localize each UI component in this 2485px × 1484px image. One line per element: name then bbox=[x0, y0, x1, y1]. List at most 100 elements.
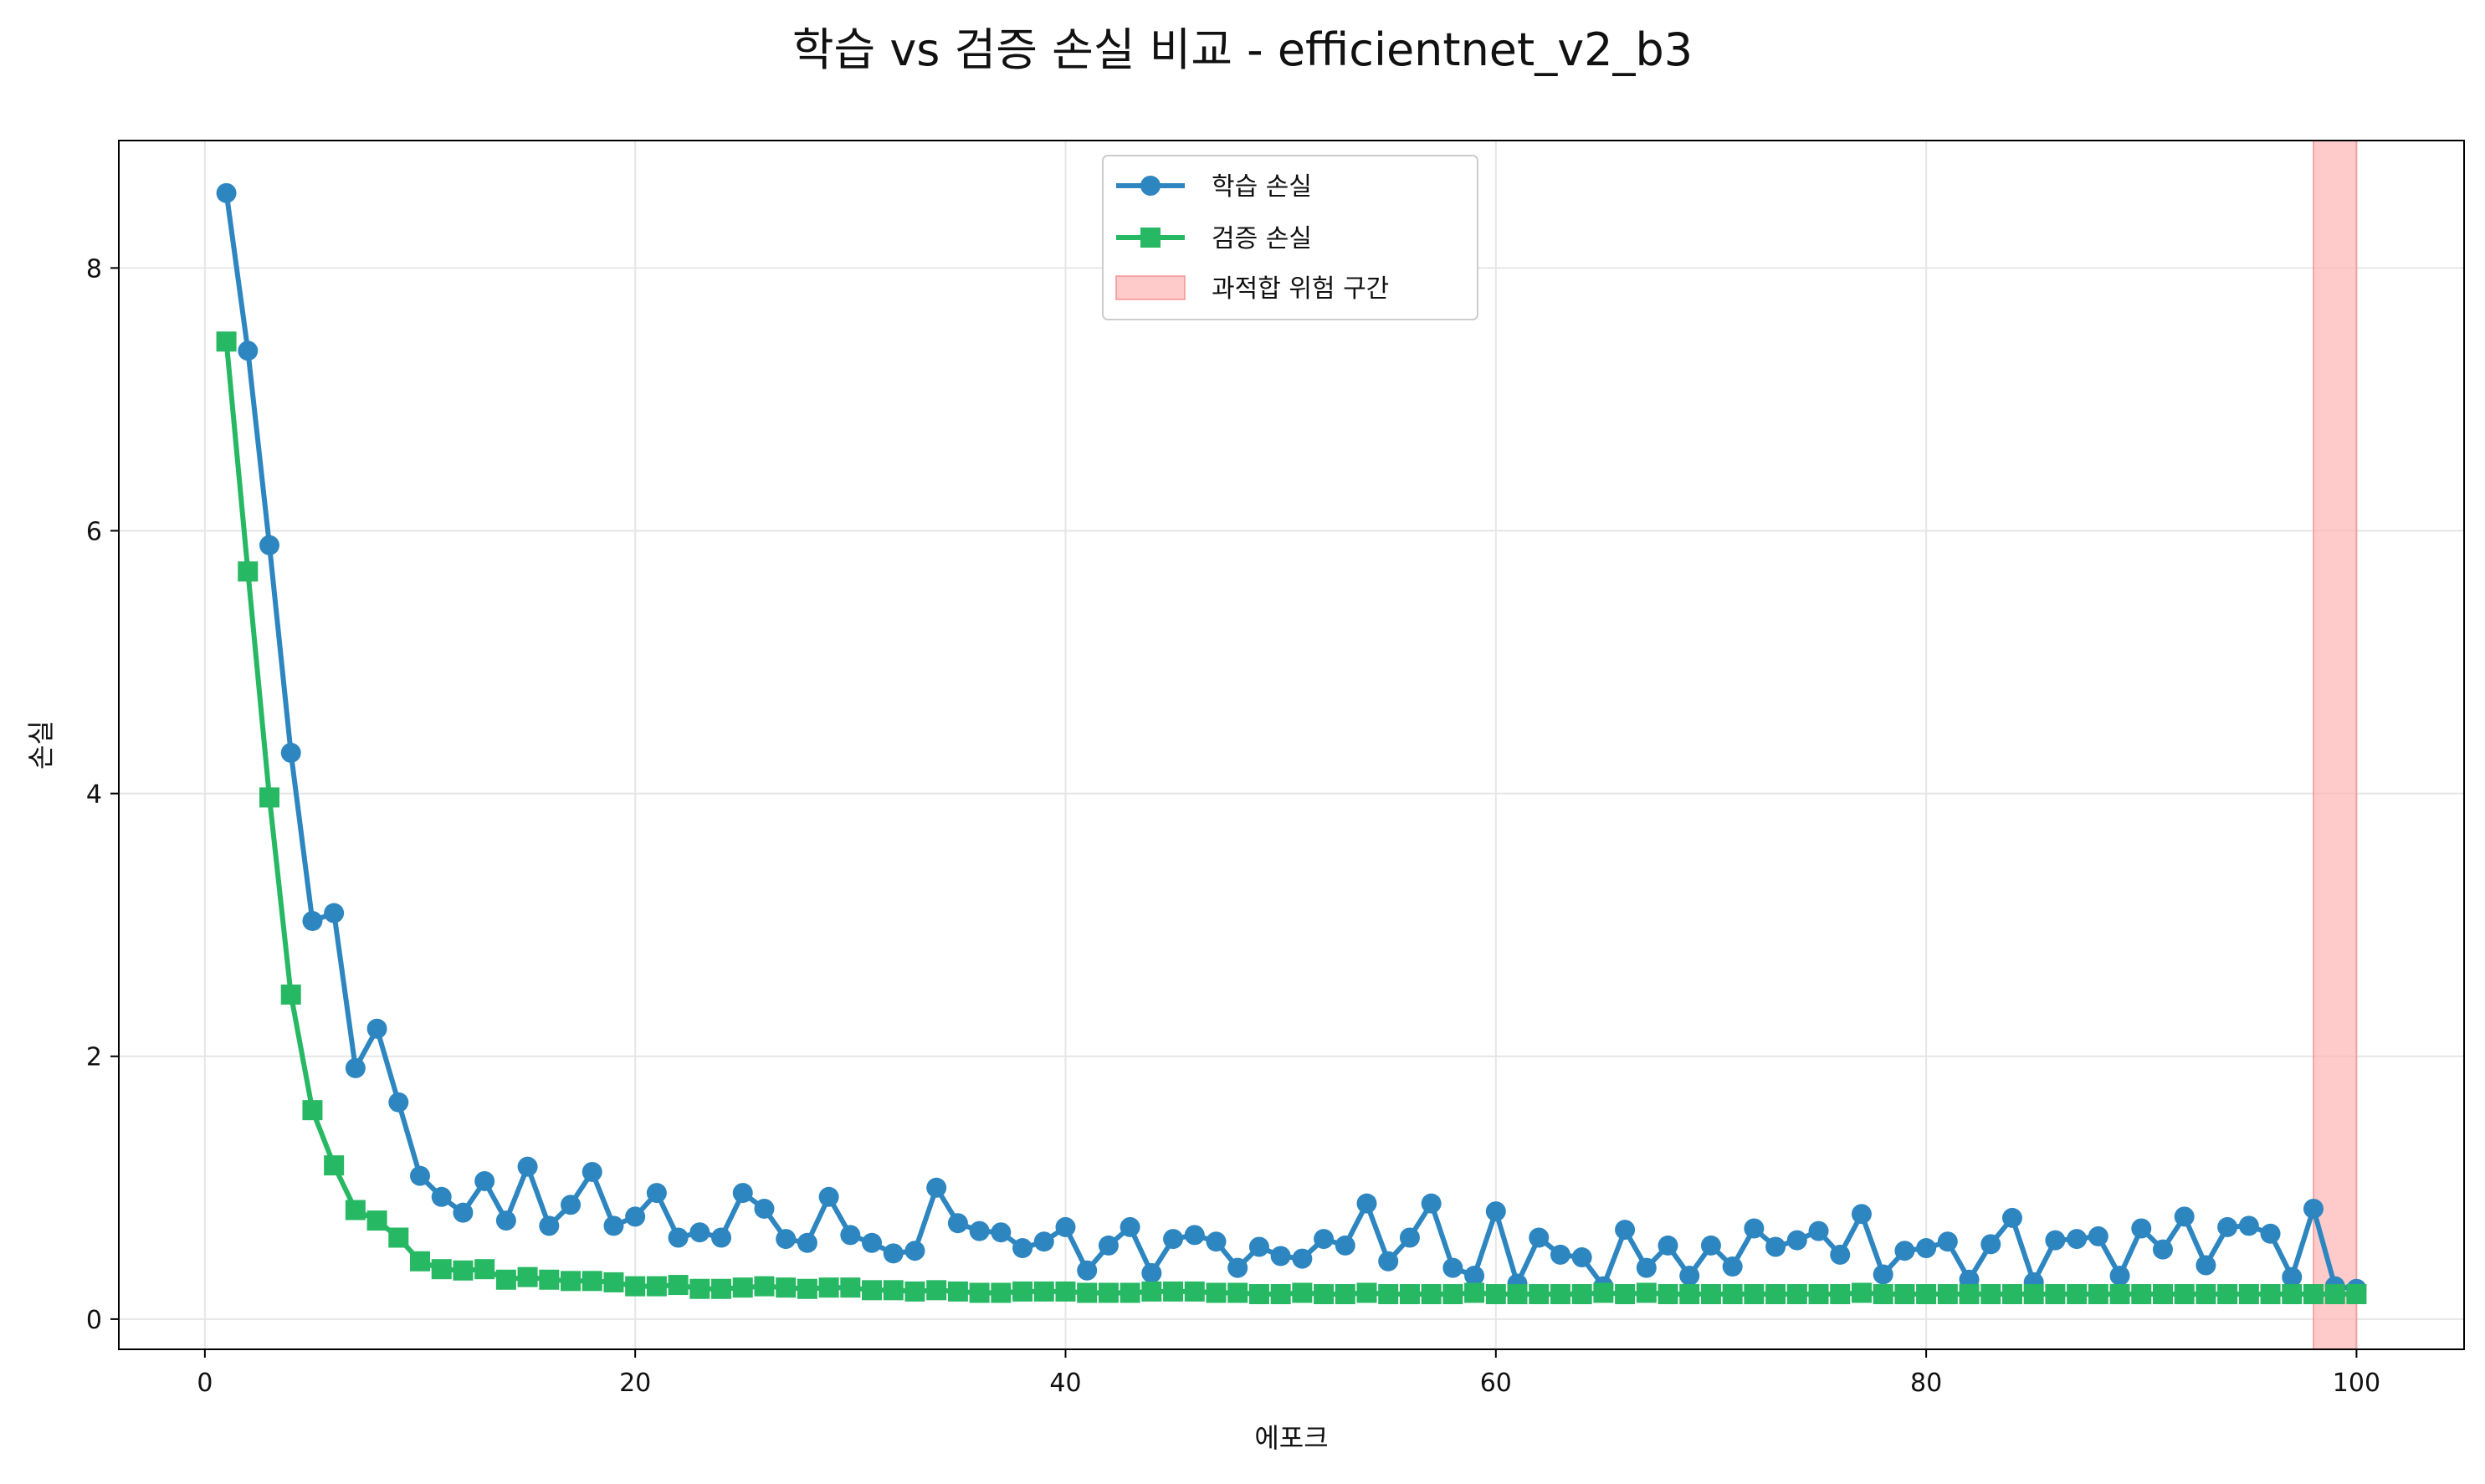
train-loss-point bbox=[862, 1232, 883, 1253]
train-loss-point bbox=[410, 1165, 431, 1186]
train-loss-point bbox=[1658, 1235, 1678, 1256]
val-loss-point bbox=[818, 1277, 839, 1298]
val-loss-point bbox=[625, 1276, 646, 1297]
train-loss-point bbox=[1184, 1225, 1205, 1246]
train-loss-point bbox=[797, 1232, 817, 1253]
val-loss-point bbox=[2088, 1284, 2108, 1305]
train-loss-point bbox=[431, 1186, 452, 1207]
train-loss-point bbox=[818, 1186, 839, 1207]
val-loss-point bbox=[1227, 1282, 1248, 1303]
grid-layer bbox=[119, 141, 2464, 1349]
val-loss-point bbox=[2152, 1284, 2173, 1305]
val-loss-point bbox=[883, 1280, 904, 1301]
train-loss-point bbox=[1399, 1227, 1420, 1248]
val-loss-point bbox=[1248, 1284, 1269, 1305]
train-loss-point bbox=[2001, 1207, 2022, 1228]
val-loss-point bbox=[797, 1278, 817, 1299]
train-loss-point bbox=[625, 1206, 646, 1227]
legend-region-swatch bbox=[1115, 275, 1186, 300]
x-tick-label: 60 bbox=[1480, 1369, 1512, 1398]
train-loss-point bbox=[1356, 1193, 1377, 1214]
train-loss-point bbox=[1808, 1220, 1829, 1241]
val-loss-point bbox=[1980, 1284, 2001, 1305]
val-loss-point bbox=[1055, 1281, 1076, 1302]
val-loss-point bbox=[259, 787, 280, 808]
val-loss-point bbox=[840, 1277, 861, 1298]
val-loss-point bbox=[495, 1269, 516, 1290]
val-loss-point bbox=[280, 984, 301, 1005]
train-loss-point bbox=[776, 1229, 797, 1250]
val-loss-point bbox=[2346, 1284, 2367, 1305]
train-loss-point bbox=[947, 1213, 968, 1234]
val-loss-point bbox=[1421, 1284, 1442, 1305]
x-axis-label: 에포크 bbox=[1254, 1422, 1328, 1454]
val-loss-point bbox=[1141, 1281, 1162, 1302]
train-loss-point bbox=[1636, 1257, 1657, 1278]
val-loss-point bbox=[2067, 1284, 2088, 1305]
legend-val-marker bbox=[1140, 228, 1161, 248]
train-loss-point bbox=[1098, 1235, 1119, 1256]
val-loss-point bbox=[1959, 1284, 1980, 1305]
val-loss-point bbox=[474, 1259, 495, 1280]
train-loss-point bbox=[668, 1227, 689, 1248]
val-loss-point bbox=[2045, 1284, 2066, 1305]
train-loss-point bbox=[1270, 1246, 1291, 1267]
val-loss-point bbox=[216, 331, 237, 352]
val-loss-point bbox=[302, 1100, 323, 1121]
train-loss-point bbox=[689, 1222, 710, 1243]
val-loss-point bbox=[1077, 1282, 1098, 1303]
train-loss-point bbox=[453, 1202, 474, 1223]
val-loss-point bbox=[2196, 1284, 2216, 1305]
train-loss-point bbox=[991, 1222, 1012, 1243]
val-loss-point bbox=[1873, 1284, 1893, 1305]
val-loss-point bbox=[345, 1200, 366, 1220]
train-loss-point bbox=[388, 1092, 409, 1113]
val-loss-point bbox=[2303, 1284, 2324, 1305]
x-tick-label: 80 bbox=[1910, 1369, 1942, 1398]
train-loss-point bbox=[2196, 1255, 2216, 1276]
val-loss-point bbox=[862, 1280, 883, 1301]
x-tick-label: 0 bbox=[197, 1369, 213, 1398]
train-loss-point bbox=[1700, 1235, 1721, 1256]
val-loss-point bbox=[711, 1278, 732, 1299]
train-loss-point bbox=[2088, 1226, 2108, 1246]
val-loss-point bbox=[1270, 1284, 1291, 1305]
val-loss-point bbox=[238, 561, 259, 582]
train-loss-point bbox=[969, 1220, 990, 1241]
train-loss-point bbox=[324, 903, 345, 924]
train-loss-point bbox=[926, 1177, 947, 1198]
val-loss-point bbox=[453, 1260, 474, 1281]
val-loss-point bbox=[2324, 1284, 2345, 1305]
val-loss-point bbox=[2001, 1284, 2022, 1305]
train-loss-point bbox=[754, 1198, 775, 1219]
x-tick-label: 20 bbox=[619, 1369, 651, 1398]
train-loss-point bbox=[1120, 1216, 1140, 1237]
train-loss-point bbox=[1248, 1236, 1269, 1257]
val-loss-point bbox=[324, 1155, 345, 1176]
val-loss-point bbox=[1464, 1282, 1485, 1303]
train-loss-point bbox=[1314, 1229, 1335, 1250]
train-loss-point bbox=[2152, 1239, 2173, 1260]
x-tick-label: 100 bbox=[2333, 1369, 2380, 1398]
y-tick-label: 0 bbox=[86, 1306, 102, 1335]
val-loss-point bbox=[689, 1278, 710, 1299]
train-loss-point bbox=[1033, 1231, 1054, 1252]
train-loss-point bbox=[345, 1057, 366, 1078]
val-loss-point bbox=[1636, 1282, 1657, 1303]
train-loss-point bbox=[1012, 1238, 1033, 1259]
train-loss-point bbox=[517, 1156, 538, 1177]
val-loss-point bbox=[388, 1227, 409, 1248]
val-loss-point bbox=[2282, 1284, 2303, 1305]
val-loss-point bbox=[776, 1277, 797, 1298]
val-loss-point bbox=[2217, 1284, 2238, 1305]
train-loss-point bbox=[1722, 1256, 1743, 1277]
val-loss-point bbox=[1314, 1284, 1335, 1305]
val-loss-point bbox=[1700, 1284, 1721, 1305]
val-loss-point bbox=[1163, 1281, 1184, 1302]
train-loss-point bbox=[1615, 1220, 1636, 1241]
y-tick-label: 8 bbox=[86, 254, 102, 284]
val-loss-point bbox=[603, 1272, 624, 1292]
